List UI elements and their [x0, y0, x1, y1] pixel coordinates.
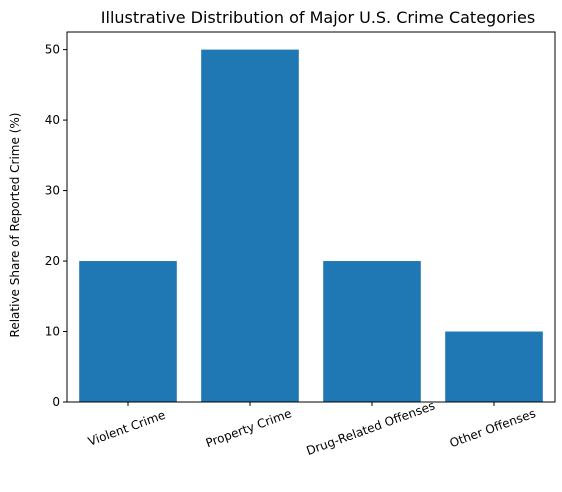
x-tick-label: Other Offenses	[448, 406, 538, 450]
x-tick-label: Property Crime	[204, 406, 294, 450]
y-tick-label: 50	[45, 43, 60, 57]
bar-property-crime	[201, 49, 299, 402]
y-tick-label: 20	[45, 254, 60, 268]
y-tick-label: 40	[45, 113, 60, 127]
bars-group	[79, 49, 543, 402]
y-tick-label: 10	[45, 325, 60, 339]
y-tick-label: 0	[52, 395, 60, 409]
chart-title: Illustrative Distribution of Major U.S. …	[101, 8, 535, 27]
x-tick-label: Violent Crime	[86, 408, 167, 449]
bar-drug-related-offenses	[323, 261, 421, 402]
x-axis-ticks: Violent Crime Property Crime Drug-Related …	[86, 398, 537, 458]
x-tick-label: Drug-Related Offenses	[304, 398, 436, 458]
bar-violent-crime	[79, 261, 177, 402]
y-axis-ticks: 0 10 20 30 40 50	[45, 43, 67, 409]
bar-other-offenses	[445, 331, 543, 402]
y-tick-label: 30	[45, 184, 60, 198]
y-axis-label: Relative Share of Reported Crime (%)	[8, 113, 22, 338]
plot-frame	[66, 31, 556, 403]
